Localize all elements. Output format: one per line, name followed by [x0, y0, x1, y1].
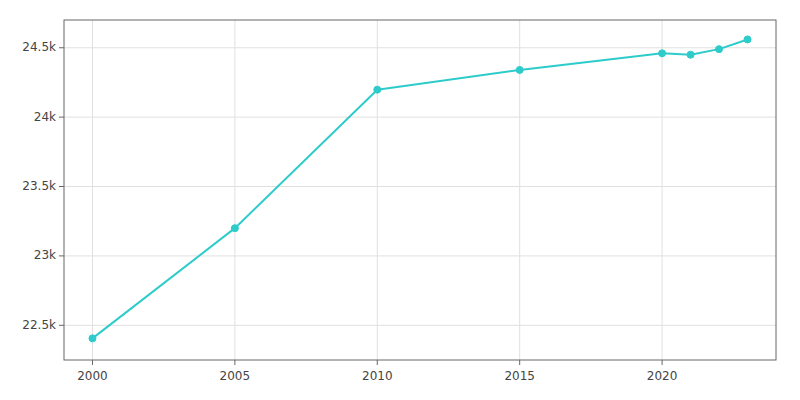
- series: [89, 36, 751, 342]
- grid: [64, 20, 776, 360]
- marker: [89, 335, 96, 342]
- chart: 22.5k 23k 23.5k 24k 24.5k 2000 2005 2010 2015 202…: [0, 0, 800, 400]
- x-tick: [377, 360, 378, 365]
- chart-container: 22.5k 23k 23.5k 24k 24.5k 2000 2005 2010 2015 202…: [0, 0, 800, 400]
- line: [92, 39, 747, 338]
- x-grid-line: [377, 20, 378, 360]
- y-grid-line: [64, 117, 776, 118]
- y-grid-line: [64, 255, 776, 256]
- marker: [516, 66, 523, 73]
- y-tick: [59, 117, 64, 118]
- x-tick-label: 2005: [220, 369, 251, 383]
- y-tick-label: 23.5k: [22, 179, 56, 193]
- y-tick: [59, 255, 64, 256]
- x-tick: [662, 360, 663, 365]
- y-tick-label: 24.5k: [22, 40, 56, 54]
- y-grid-line: [64, 47, 776, 48]
- y-grid-line: [64, 186, 776, 187]
- x-tick: [92, 360, 93, 365]
- y-tick-label: 23k: [34, 248, 56, 262]
- y-tick: [59, 325, 64, 326]
- axes: 22.5k 23k 23.5k 24k 24.5k 2000 2005 2010 2015 202…: [22, 40, 677, 383]
- x-tick-label: 2020: [647, 369, 678, 383]
- marker: [374, 86, 381, 93]
- x-tick: [519, 360, 520, 365]
- plot-frame: [64, 20, 776, 360]
- marker: [716, 46, 723, 53]
- plot-area: [64, 20, 776, 360]
- marker: [687, 51, 694, 58]
- y-tick-label: 22.5k: [22, 318, 56, 332]
- x-tick-label: 2000: [77, 369, 108, 383]
- x-grid-line: [662, 20, 663, 360]
- y-tick-label: 24k: [34, 110, 56, 124]
- y-tick: [59, 47, 64, 48]
- x-grid-line: [92, 20, 93, 360]
- marker: [231, 225, 238, 232]
- x-grid-line: [234, 20, 235, 360]
- y-tick: [59, 186, 64, 187]
- x-tick-label: 2010: [362, 369, 393, 383]
- marker: [744, 36, 751, 43]
- x-tick-label: 2015: [504, 369, 535, 383]
- y-grid-line: [64, 325, 776, 326]
- x-tick: [234, 360, 235, 365]
- marker: [659, 50, 666, 57]
